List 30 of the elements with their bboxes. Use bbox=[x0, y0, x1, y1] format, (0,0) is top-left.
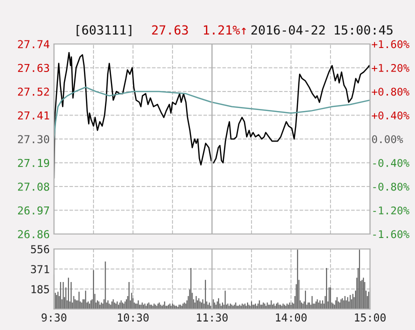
text: 27.63 bbox=[152, 25, 188, 35]
x-tick-label: 14:00 bbox=[276, 313, 307, 322]
y-tick-label: 26.97 bbox=[18, 206, 50, 215]
y-tick-label: 27.41 bbox=[18, 111, 50, 120]
x-tick-label: 15:00 bbox=[354, 313, 386, 322]
text: +0.80% bbox=[372, 88, 410, 96]
y-tick-label: 27.74 bbox=[18, 40, 50, 48]
y-tick-label: 27.63 bbox=[18, 64, 50, 72]
text: 1.21%↑ bbox=[204, 25, 246, 34]
text: +0.40% bbox=[372, 111, 410, 120]
y-tick-label: 27.08 bbox=[18, 182, 50, 191]
x-tick-label: 9:30 bbox=[42, 313, 66, 322]
chart-title: [603111] bbox=[76, 24, 132, 36]
y-tick-label: 371 bbox=[30, 265, 50, 274]
text: +1.20% bbox=[372, 64, 410, 72]
y-tick-label: 27.52 bbox=[18, 88, 49, 96]
y-tick-label: 185 bbox=[32, 285, 49, 294]
y-tick-label: 26.86 bbox=[18, 230, 50, 238]
text: -1.20% bbox=[373, 206, 410, 214]
y-tick-label: 27.19 bbox=[18, 158, 50, 168]
text: 2016-04-22 15:00:45 bbox=[251, 25, 392, 35]
text: -1.60% bbox=[373, 230, 410, 238]
text: -0.40% bbox=[373, 158, 410, 167]
text: 0.00% bbox=[372, 135, 403, 144]
y-tick-label: 556 bbox=[31, 245, 50, 254]
text: -0.80% bbox=[373, 182, 410, 191]
x-tick-label: 11:30 bbox=[196, 313, 228, 322]
y-tick-label: 27.30 bbox=[18, 135, 50, 144]
x-tick-label: 10:30 bbox=[118, 313, 149, 322]
text: +1.60% bbox=[372, 40, 410, 48]
